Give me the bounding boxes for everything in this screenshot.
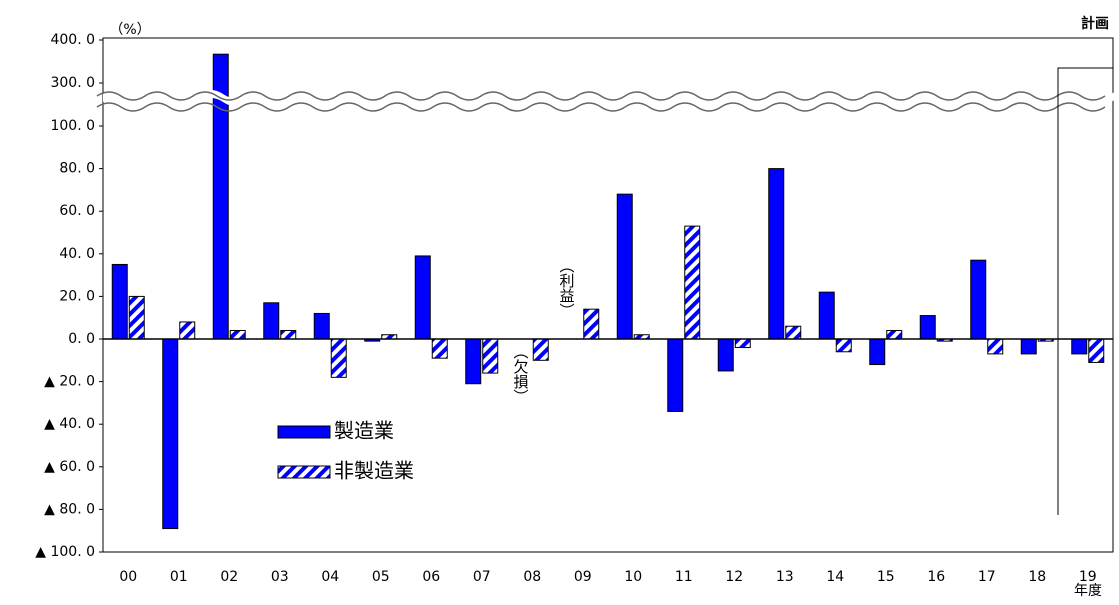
bar bbox=[482, 338, 499, 374]
x-tick-label: 12 bbox=[725, 569, 743, 585]
bar bbox=[734, 338, 751, 349]
y-axis-label: （%） bbox=[109, 22, 150, 38]
x-tick-label: 14 bbox=[826, 569, 844, 585]
bar bbox=[1071, 338, 1088, 355]
y-tick-label: 60. 0 bbox=[59, 203, 95, 219]
annotation: （利益） bbox=[558, 258, 576, 318]
legend-swatch bbox=[277, 465, 331, 479]
y-tick-label: ▲ 20. 0 bbox=[44, 374, 95, 390]
x-tick-label: 10 bbox=[624, 569, 642, 585]
legend-swatch bbox=[277, 425, 331, 439]
bar bbox=[987, 338, 1004, 355]
y-tick-label: 400. 0 bbox=[50, 32, 95, 48]
bar bbox=[280, 329, 297, 340]
y-tick-label: 300. 0 bbox=[50, 75, 95, 91]
axis-break bbox=[96, 91, 1106, 112]
x-tick-label: 05 bbox=[372, 569, 390, 585]
bar bbox=[835, 338, 852, 353]
x-tick-label: 09 bbox=[574, 569, 592, 585]
x-tick-label: 01 bbox=[170, 569, 188, 585]
y-tick-label: 20. 0 bbox=[59, 288, 95, 304]
legend-label: 製造業 bbox=[334, 419, 394, 443]
x-tick-label: 08 bbox=[523, 569, 541, 585]
bar bbox=[313, 312, 330, 340]
bar bbox=[162, 338, 179, 530]
bar bbox=[532, 338, 549, 361]
bar bbox=[768, 168, 785, 340]
x-tick-label: 19 bbox=[1079, 569, 1097, 585]
bar bbox=[229, 329, 246, 340]
bar bbox=[667, 338, 684, 412]
y-tick-label: 100. 0 bbox=[50, 118, 95, 134]
bars bbox=[111, 53, 1105, 530]
bar bbox=[785, 325, 802, 340]
y-tick-label: 0. 0 bbox=[68, 331, 95, 347]
bar bbox=[1088, 338, 1105, 363]
bar bbox=[970, 259, 987, 340]
plot-frame bbox=[102, 37, 1114, 553]
bar bbox=[128, 295, 145, 340]
bar bbox=[414, 255, 431, 340]
bar bbox=[179, 321, 196, 340]
annotation: （欠損） bbox=[512, 344, 530, 404]
x-tick-label: 18 bbox=[1028, 569, 1046, 585]
x-tick-label: 13 bbox=[776, 569, 794, 585]
bar bbox=[111, 263, 128, 340]
bar bbox=[886, 329, 903, 340]
x-tick-label: 11 bbox=[675, 569, 693, 585]
y-tick-label: ▲ 60. 0 bbox=[44, 459, 95, 475]
plan-label: 計画 bbox=[1081, 15, 1109, 32]
x-tick-label: 00 bbox=[119, 569, 137, 585]
bar bbox=[684, 225, 701, 340]
legend-label: 非製造業 bbox=[334, 459, 414, 483]
bar bbox=[717, 338, 734, 372]
x-tick-label: 16 bbox=[927, 569, 945, 585]
x-tick-label: 15 bbox=[877, 569, 895, 585]
x-tick-label: 03 bbox=[271, 569, 289, 585]
bar bbox=[616, 193, 633, 340]
x-tick-label: 07 bbox=[473, 569, 491, 585]
bar bbox=[869, 338, 886, 366]
bar bbox=[919, 315, 936, 340]
bar bbox=[583, 308, 600, 340]
bar bbox=[818, 291, 835, 340]
x-tick-label: 06 bbox=[422, 569, 440, 585]
bar bbox=[431, 338, 448, 359]
bar bbox=[330, 338, 347, 378]
x-tick-label: 04 bbox=[321, 569, 339, 585]
y-tick-label: 80. 0 bbox=[59, 161, 95, 177]
y-tick-label: 40. 0 bbox=[59, 246, 95, 262]
x-tick-label: 17 bbox=[978, 569, 996, 585]
x-tick-label: 02 bbox=[220, 569, 238, 585]
plan-box bbox=[1057, 67, 1113, 515]
bar bbox=[1020, 338, 1037, 355]
x-axis-label: 年度 bbox=[1074, 583, 1102, 599]
bar bbox=[465, 338, 482, 385]
bar bbox=[263, 302, 280, 340]
y-tick-label: ▲ 100. 0 bbox=[35, 544, 95, 560]
y-tick-label: ▲ 40. 0 bbox=[44, 416, 95, 432]
y-tick-label: ▲ 80. 0 bbox=[44, 501, 95, 517]
